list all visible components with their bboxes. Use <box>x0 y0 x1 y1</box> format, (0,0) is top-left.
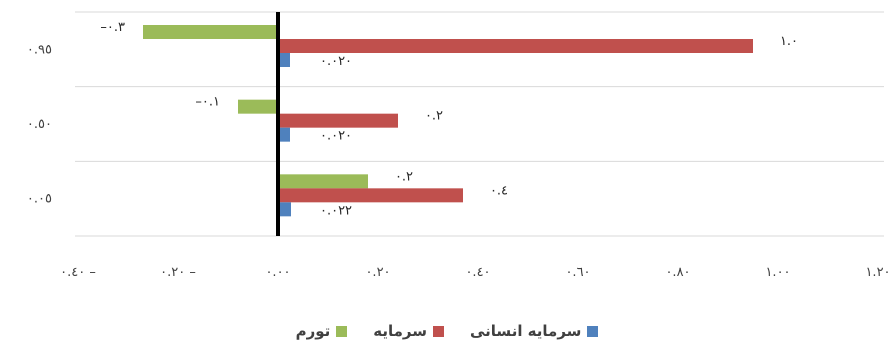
x-tick-label: ٠.٢٠ – <box>160 265 196 280</box>
x-tick-label: ٠.٤٠ <box>465 265 490 280</box>
bar <box>143 25 278 39</box>
chart: ٠.٤٠ – ٠.٢٠ – ٠.٠٠ ٠.٢٠ ٠.٤٠ ٠.٦٠ ٠.٨٠ ١.٠٠ ١.٢٠… <box>27 11 890 280</box>
category-label: ٠.٠٥ <box>27 192 52 207</box>
bar <box>238 99 278 114</box>
bar <box>278 188 463 203</box>
x-tick-label: ٠.٨٠ <box>665 265 690 280</box>
legend-swatch-capital <box>432 325 444 337</box>
data-label: –٠.٣ <box>100 20 125 35</box>
bar <box>278 39 753 53</box>
x-tick-label: ١.٢٠ <box>865 265 890 280</box>
data-label: ٠.٤ <box>490 183 508 198</box>
data-label: ١.٠ <box>780 34 798 49</box>
category-label: ٠.٥٠ <box>27 117 52 132</box>
data-label: ٠.٠٢٠ <box>320 54 352 69</box>
data-label: ٠.٢ <box>425 109 443 124</box>
bar <box>280 127 290 142</box>
legend-label-capital: سرمایه <box>373 322 427 340</box>
legend-label-inflation: تورم <box>295 322 331 340</box>
x-tick-label: ٠.٤٠ – <box>60 265 96 280</box>
legend-swatch-inflation <box>336 325 348 337</box>
data-label: ٠.٠٢٢ <box>320 203 352 218</box>
x-tick-label: ٠.٦٠ <box>565 265 590 280</box>
legend-item-inflation: تورم <box>296 322 348 340</box>
legend-label-human-capital: سرمایه انسانی <box>469 322 582 340</box>
legend-swatch-human-capital <box>587 325 599 337</box>
data-label: ٠.٢ <box>395 169 413 184</box>
bar <box>278 113 398 128</box>
bar <box>280 53 290 67</box>
legend-item-human-capital: سرمایه انسانی <box>469 322 599 340</box>
legend-item-capital: سرمایه <box>373 322 444 340</box>
x-tick-label: ٠.٠٠ <box>265 265 290 280</box>
category-label: ٠.٩٥ <box>27 42 52 57</box>
legend: سرمایه انسانی سرمایه تورم <box>0 322 894 340</box>
bar <box>280 202 291 217</box>
bar <box>278 174 368 189</box>
x-tick-label: ٠.٢٠ <box>365 265 390 280</box>
x-tick-label: ١.٠٠ <box>765 265 790 280</box>
data-label: ٠.٠٢٠ <box>320 129 352 144</box>
data-label: –٠.١ <box>195 95 220 110</box>
